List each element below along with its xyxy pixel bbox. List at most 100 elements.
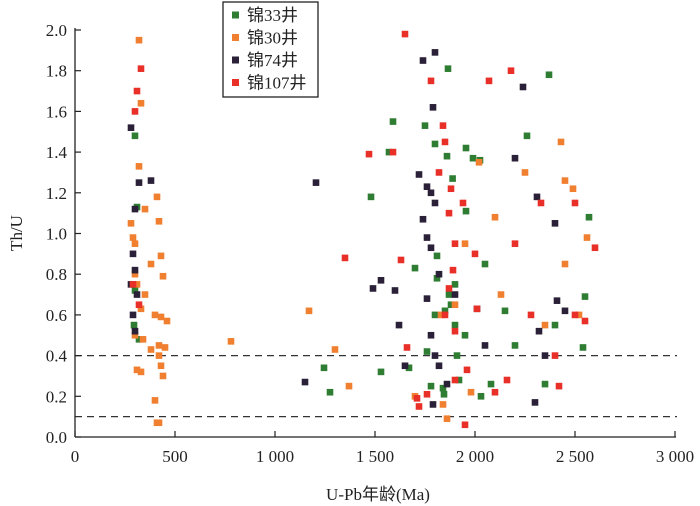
data-point — [451, 327, 459, 335]
data-point — [461, 331, 469, 339]
y-axis-label: Th/U — [7, 215, 26, 251]
data-point — [301, 378, 309, 386]
data-point — [579, 344, 587, 351]
data-point — [133, 87, 141, 95]
data-point — [561, 260, 569, 268]
data-point — [439, 384, 447, 392]
data-point — [423, 295, 431, 302]
data-point — [389, 118, 397, 125]
y-tick-label: 0.4 — [46, 347, 68, 366]
data-point — [429, 401, 437, 408]
data-point — [569, 185, 577, 193]
data-point — [449, 266, 457, 274]
data-point — [427, 331, 435, 339]
data-point — [161, 344, 169, 351]
data-point — [159, 372, 167, 380]
legend-marker — [232, 79, 239, 86]
data-point — [427, 77, 435, 85]
ticks: 0 500 1 000 1 500 2 000 2 500 3 000 0.0 0.2 0.4 0.… — [46, 21, 694, 466]
reference-lines — [75, 355, 677, 418]
data-point — [521, 169, 529, 176]
data-point — [501, 307, 509, 315]
data-point — [131, 205, 139, 213]
data-point — [441, 311, 449, 319]
data-point — [133, 366, 141, 374]
y-tick-label: 0.2 — [46, 387, 67, 406]
data-point — [131, 331, 139, 339]
data-point — [435, 362, 443, 370]
legend-label: 锦74井 — [247, 51, 298, 70]
data-point — [431, 199, 439, 207]
data-point — [441, 307, 449, 315]
data-point — [533, 193, 541, 201]
data-point — [440, 390, 448, 398]
data-point — [345, 382, 353, 390]
data-point — [519, 83, 527, 91]
data-point — [385, 148, 393, 156]
x-tick-label: 3 000 — [656, 447, 694, 466]
series-3 — [129, 30, 599, 429]
data-point — [131, 266, 139, 274]
data-point — [423, 183, 431, 190]
data-point — [462, 144, 470, 152]
data-point — [485, 77, 493, 85]
data-point — [130, 321, 138, 329]
data-point — [135, 336, 143, 343]
data-point — [419, 215, 427, 223]
data-point — [137, 305, 145, 313]
data-point — [541, 380, 549, 388]
data-point — [473, 305, 481, 313]
data-point — [395, 321, 403, 329]
data-point — [135, 179, 143, 186]
y-tick-label: 1.6 — [46, 102, 67, 121]
data-point — [135, 163, 143, 170]
data-point — [129, 311, 137, 319]
data-point — [433, 252, 441, 260]
data-point — [131, 287, 139, 294]
data-point — [581, 317, 589, 325]
legend-label: 锦107井 — [247, 74, 307, 93]
data-point — [527, 311, 535, 319]
data-point — [571, 311, 579, 319]
data-point — [475, 158, 483, 166]
data-point — [155, 217, 163, 225]
data-point — [423, 390, 431, 398]
data-point — [481, 260, 489, 268]
data-point — [431, 352, 439, 359]
data-point — [451, 240, 459, 247]
data-point — [461, 421, 469, 429]
data-point — [443, 380, 451, 388]
data-point — [137, 99, 145, 107]
data-point — [551, 321, 559, 329]
data-point — [431, 140, 439, 148]
data-point — [443, 415, 451, 422]
series-2 — [127, 49, 569, 408]
y-tick-label: 1.8 — [46, 62, 67, 81]
data-point — [131, 270, 139, 278]
x-tick-label: 2 000 — [456, 447, 494, 466]
data-point — [320, 364, 328, 372]
legend-label: 锦33井 — [247, 6, 298, 25]
series-0 — [130, 65, 593, 400]
data-points — [127, 30, 599, 429]
data-point — [462, 207, 470, 215]
data-point — [491, 388, 499, 396]
data-point — [511, 342, 519, 349]
data-point — [455, 376, 463, 384]
data-point — [444, 65, 452, 72]
data-point — [459, 199, 467, 207]
data-point — [507, 67, 515, 74]
data-point — [555, 382, 563, 390]
data-point — [433, 274, 441, 282]
data-point — [471, 250, 479, 258]
data-point — [147, 177, 155, 184]
data-point — [447, 301, 455, 309]
x-tick-label: 500 — [162, 447, 188, 466]
data-point — [141, 291, 149, 298]
data-point — [427, 189, 435, 197]
data-point — [227, 338, 235, 345]
data-point — [441, 138, 449, 146]
data-point — [451, 321, 459, 329]
data-point — [326, 388, 334, 396]
